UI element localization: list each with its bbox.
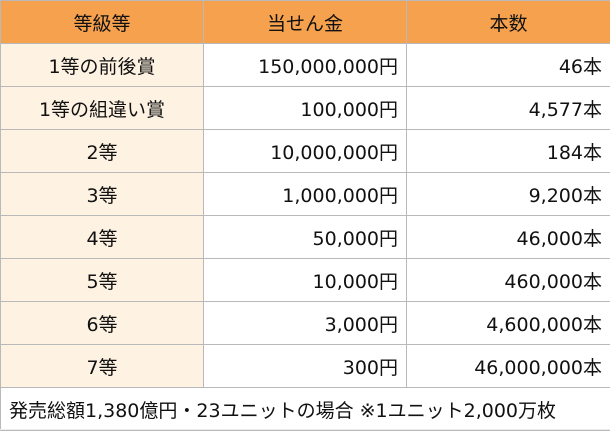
grade-cell: 4等 — [1, 216, 204, 259]
grade-cell: 3等 — [1, 173, 204, 216]
grade-cell: 1等の組違い賞 — [1, 87, 204, 130]
table-row: 5等 10,000円 460,000本 — [1, 259, 610, 302]
ticket-count-cell: 184本 — [407, 130, 610, 173]
table-row: 1等の前後賞 150,000,000円 46本 — [1, 44, 610, 87]
table-row: 1等の組違い賞 100,000円 4,577本 — [1, 87, 610, 130]
table-row: 2等 10,000,000円 184本 — [1, 130, 610, 173]
table-header: 等級等 当せん金 本数 — [1, 1, 610, 44]
ticket-count-cell: 46,000,000本 — [407, 345, 610, 388]
prize-amount-cell: 10,000円 — [204, 259, 407, 302]
grade-cell: 7等 — [1, 345, 204, 388]
footnote-row: 発売総額1,380億円・23ユニットの場合 ※1ユニット2,000万枚 — [1, 388, 610, 431]
grade-cell: 6等 — [1, 302, 204, 345]
table-body: 1等の前後賞 150,000,000円 46本 1等の組違い賞 100,000円… — [1, 44, 610, 431]
header-prize-amount: 当せん金 — [204, 1, 407, 44]
prize-amount-cell: 3,000円 — [204, 302, 407, 345]
table-row: 4等 50,000円 46,000本 — [1, 216, 610, 259]
header-ticket-count: 本数 — [407, 1, 610, 44]
ticket-count-cell: 46,000本 — [407, 216, 610, 259]
ticket-count-cell: 9,200本 — [407, 173, 610, 216]
table-row: 7等 300円 46,000,000本 — [1, 345, 610, 388]
ticket-count-cell: 46本 — [407, 44, 610, 87]
grade-cell: 5等 — [1, 259, 204, 302]
footnote-text: 発売総額1,380億円・23ユニットの場合 ※1ユニット2,000万枚 — [1, 388, 610, 431]
prize-amount-cell: 100,000円 — [204, 87, 407, 130]
table-row: 3等 1,000,000円 9,200本 — [1, 173, 610, 216]
header-grade: 等級等 — [1, 1, 204, 44]
prize-amount-cell: 50,000円 — [204, 216, 407, 259]
grade-cell: 2等 — [1, 130, 204, 173]
prize-amount-cell: 1,000,000円 — [204, 173, 407, 216]
ticket-count-cell: 4,600,000本 — [407, 302, 610, 345]
ticket-count-cell: 4,577本 — [407, 87, 610, 130]
table-row: 6等 3,000円 4,600,000本 — [1, 302, 610, 345]
grade-cell: 1等の前後賞 — [1, 44, 204, 87]
prize-amount-cell: 10,000,000円 — [204, 130, 407, 173]
prize-amount-cell: 300円 — [204, 345, 407, 388]
header-row: 等級等 当せん金 本数 — [1, 1, 610, 44]
ticket-count-cell: 460,000本 — [407, 259, 610, 302]
prize-amount-cell: 150,000,000円 — [204, 44, 407, 87]
